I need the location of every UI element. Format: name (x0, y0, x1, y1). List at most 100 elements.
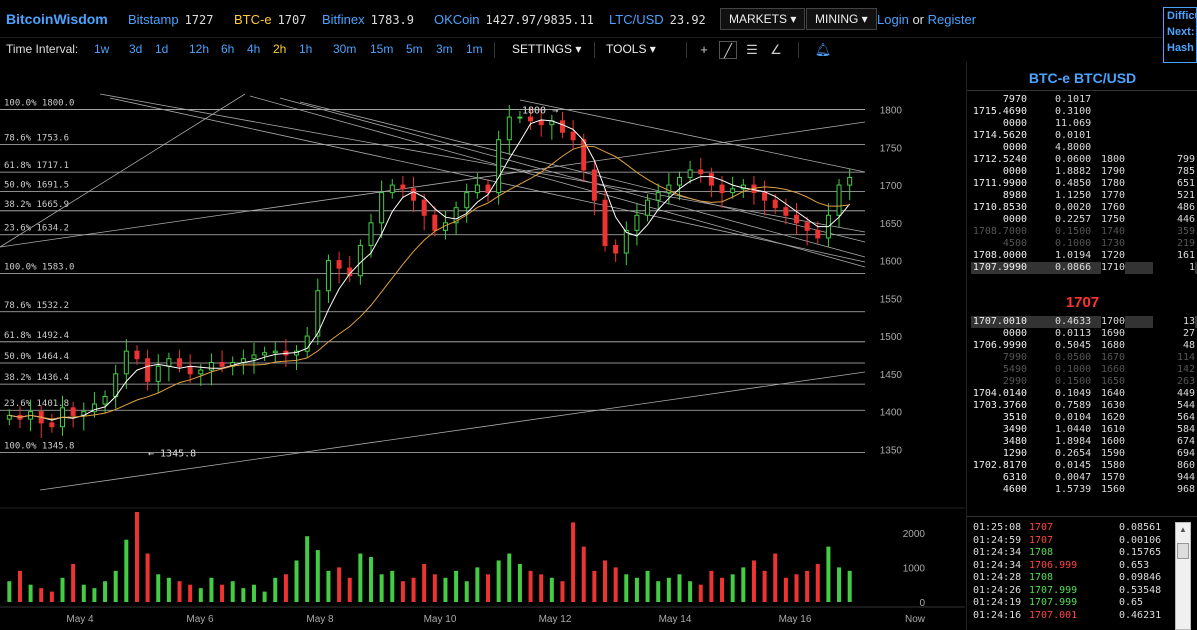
trades-scrollbar[interactable]: ▲ (1175, 522, 1191, 630)
bid-row[interactable]: 4600 1.5739 1560 968 (971, 484, 1197, 496)
bid-row[interactable]: 1706.9990 0.5045 1680 48 (971, 340, 1197, 352)
ask-row[interactable]: 1707.9990 0.0866 1710 1 (971, 262, 1197, 274)
chart-toolbar: Time Interval: 1w 3d 1d 12h 6h 4h 2h 1h 30m 15m 5m… (0, 38, 965, 62)
ticker-name[interactable]: OKCoin (434, 12, 480, 27)
ask-row[interactable]: 1715.4690 0.3100 (971, 106, 1197, 118)
bid-row[interactable]: 0000 0.0113 1690 27 (971, 328, 1197, 340)
interval-3m[interactable]: 3m (436, 42, 453, 56)
book-size: 785 (1176, 166, 1195, 177)
ask-row[interactable]: 1714.5620 0.0101 (971, 130, 1197, 142)
bid-row[interactable]: 1703.3760 0.7589 1630 544 (971, 400, 1197, 412)
scrollbar-thumb[interactable] (1177, 543, 1189, 559)
book-price: 1708.0000 (972, 250, 1027, 261)
alert-icon[interactable]: 🔔︎ (814, 42, 832, 57)
chart-canvas[interactable]: 100.0% 1800.0 78.6% 1753.6 61.8% 1717.1 50.… (0, 62, 965, 630)
interval-1m[interactable]: 1m (466, 42, 483, 56)
book-amount: 0.1500 (1055, 226, 1092, 237)
ticker-3[interactable]: OKCoin 1427.97/9835.11 (434, 12, 594, 27)
interval-1w[interactable]: 1w (94, 42, 110, 56)
trades-list[interactable]: 01:25:08 1707 0.08561 01:24:59 1707 0.00106 01… (971, 522, 1197, 622)
volume-tick-label: 1000 (903, 563, 926, 574)
interval-1d[interactable]: 1d (155, 42, 169, 56)
candle-body (772, 199, 778, 209)
ticker-value: 23.92 (669, 13, 706, 27)
bid-row[interactable]: 7990 0.0500 1670 114 (971, 352, 1197, 364)
ask-row[interactable]: 0000 11.069 (971, 118, 1197, 130)
book-amount: 0.0104 (1055, 412, 1092, 423)
interval-3d[interactable]: 3d (129, 42, 143, 56)
candle-body (464, 192, 470, 209)
settings-menu[interactable]: SETTINGS ▾ (512, 42, 582, 56)
bid-row[interactable]: 1707.0010 0.4633 1700 13 (971, 316, 1197, 328)
order-book-panel: BTC-e BTC/USD 7970 0.1017 1715.4690 0.3100 0… (966, 62, 1197, 630)
register-link[interactable]: Register (927, 12, 977, 27)
bid-row[interactable]: 3510 0.0104 1620 564 (971, 412, 1197, 424)
mining-menu[interactable]: MINING ▾ (806, 8, 877, 30)
interval-15m[interactable]: 15m (370, 42, 394, 56)
ask-row[interactable]: 1710.8530 0.0020 1760 486 (971, 202, 1197, 214)
trade-price: 1707.999 (1029, 597, 1078, 608)
candle-body (389, 184, 395, 194)
tools-menu[interactable]: TOOLS ▾ (606, 42, 656, 56)
ask-row[interactable]: 8980 1.1250 1770 521 (971, 190, 1197, 202)
volume-bar (560, 581, 565, 602)
ask-row[interactable]: 1708.0000 1.0194 1720 161 (971, 250, 1197, 262)
bid-row[interactable]: 1704.0140 0.1049 1640 449 (971, 388, 1197, 400)
bid-row[interactable]: 6310 0.0047 1570 944 (971, 472, 1197, 484)
bid-row[interactable]: 3490 1.0440 1610 584 (971, 424, 1197, 436)
markets-menu[interactable]: MARKETS ▾ (720, 8, 806, 30)
divider (967, 516, 1197, 517)
ask-row[interactable]: 7970 0.1017 (971, 94, 1197, 106)
fib-level-label: 100.0% 1345.8 (4, 442, 74, 452)
candle-body (262, 352, 268, 356)
interval-1h[interactable]: 1h (299, 42, 313, 56)
price-chart[interactable]: 100.0% 1800.0 78.6% 1753.6 61.8% 1717.1 50.… (0, 62, 965, 630)
bid-row[interactable]: 1702.8170 0.0145 1580 860 (971, 460, 1197, 472)
ask-row[interactable]: 4500 0.1000 1730 219 (971, 238, 1197, 250)
hlines-icon[interactable]: ☰ (746, 42, 758, 57)
fib-level-label: 23.6% 1634.2 (4, 224, 69, 234)
ask-row[interactable]: 0000 0.2257 1750 446 (971, 214, 1197, 226)
ask-row[interactable]: 1708.7000 0.1500 1740 359 (971, 226, 1197, 238)
book-level: 1700 (1101, 316, 1126, 328)
interval-12h[interactable]: 12h (189, 42, 210, 56)
ask-row[interactable]: 0000 4.8000 (971, 142, 1197, 154)
ask-row[interactable]: 1711.9900 0.4850 1780 651 (971, 178, 1197, 190)
ticker-2[interactable]: Bitfinex 1783.9 (322, 12, 414, 27)
book-price: 2990 (1002, 376, 1027, 387)
interval-5m[interactable]: 5m (406, 42, 423, 56)
trade-row: 01:24:19 1707.999 0.65 (971, 597, 1197, 610)
separator (798, 42, 799, 58)
ticker-4[interactable]: LTC/USD 23.92 (609, 12, 706, 27)
interval-6h[interactable]: 6h (221, 42, 235, 56)
interval-2h[interactable]: 2h (273, 42, 287, 56)
volume-bar (815, 563, 820, 602)
bid-row[interactable]: 1290 0.2654 1590 694 (971, 448, 1197, 460)
scroll-up-icon[interactable]: ▲ (1179, 525, 1187, 534)
bid-row[interactable]: 5490 0.1000 1660 142 (971, 364, 1197, 376)
ticker-0[interactable]: Bitstamp 1727 (128, 12, 213, 27)
ticker-name[interactable]: LTC/USD (609, 12, 664, 27)
crosshair-icon[interactable]: + (700, 42, 708, 57)
book-price: 5490 (1002, 364, 1027, 375)
fan-icon[interactable]: ∠ (770, 42, 782, 57)
bid-row[interactable]: 3480 1.8984 1600 674 (971, 436, 1197, 448)
difficulty-box[interactable]: Difficulty Next: Hash (1163, 7, 1197, 63)
date-tick-label: May 12 (539, 614, 572, 625)
trade-price: 1708 (1029, 547, 1054, 558)
price-tick-label: 1350 (880, 445, 903, 456)
ticker-name[interactable]: Bitfinex (322, 12, 365, 27)
ticker-name[interactable]: Bitstamp (128, 12, 179, 27)
bid-row[interactable]: 2990 0.1500 1650 263 (971, 376, 1197, 388)
ticker-name[interactable]: BTC-e (234, 12, 272, 27)
book-level: 1690 (1101, 328, 1126, 339)
interval-4h[interactable]: 4h (247, 42, 261, 56)
ask-row[interactable]: 0000 1.8882 1790 785 (971, 166, 1197, 178)
interval-30m[interactable]: 30m (333, 42, 357, 56)
ticker-1[interactable]: BTC-e 1707 (234, 12, 306, 27)
line-icon[interactable]: ╱ (719, 41, 737, 59)
ask-row[interactable]: 1712.5240 0.0600 1800 799 (971, 154, 1197, 166)
brand-logo[interactable]: BitcoinWisdom (6, 11, 108, 27)
next-label: Next: (1167, 26, 1195, 38)
login-link[interactable]: Login (877, 12, 909, 27)
